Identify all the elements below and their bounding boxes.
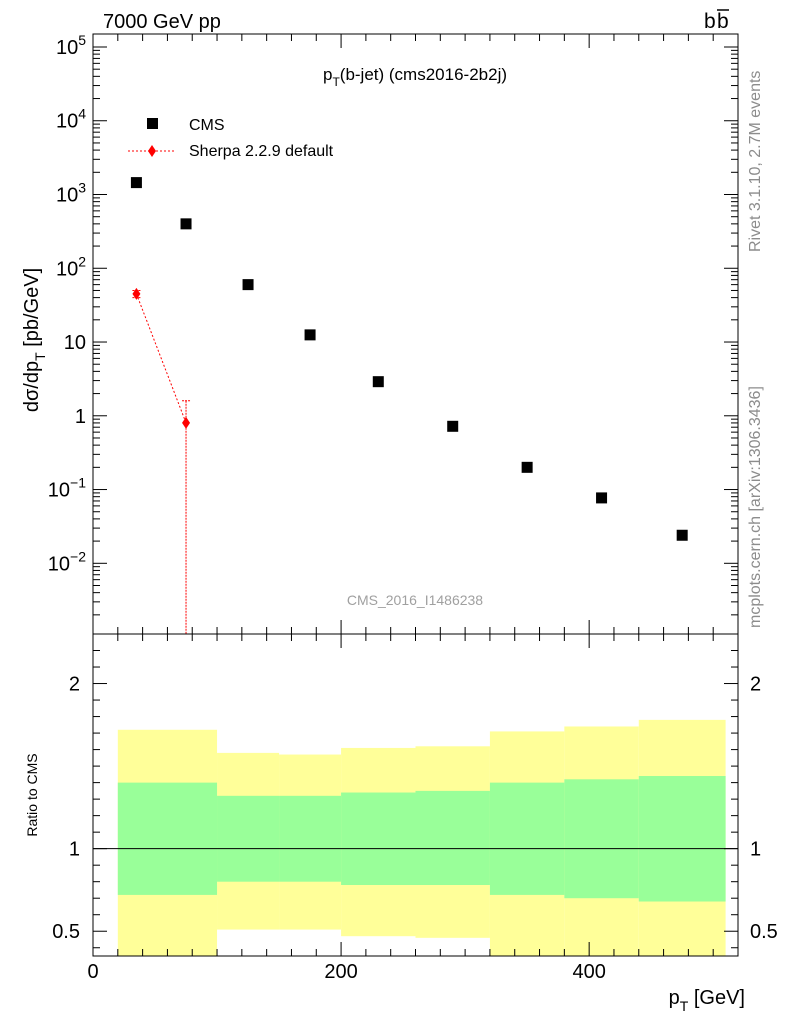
mcplots-reference-label: mcplots.cern.ch [arXiv:1306.3436] [747, 386, 764, 628]
y-tick-label: 1 [75, 406, 86, 428]
ratio-y-tick-label-right: 0.5 [750, 921, 778, 943]
y-axis-label: dσ/dpT [pb/GeV] [21, 268, 48, 412]
ratio-inner-band [638, 776, 726, 902]
legend-cms-marker [147, 118, 158, 129]
process-label: b b [704, 9, 729, 33]
x-tick-label: 200 [324, 961, 357, 983]
main-plot-panel: pT(b-jet) (cms2016-2b2j) dσ/dpT [pb/GeV]… [21, 32, 739, 635]
ratio-y-tick-label: 1 [69, 839, 80, 861]
y-tick-label: 10 [64, 332, 86, 354]
legend-sherpa-marker [148, 145, 156, 157]
cms-point [372, 376, 384, 388]
cms-point [304, 329, 316, 341]
cms-point [242, 279, 254, 291]
ratio-inner-band [117, 782, 218, 895]
cms-point [180, 218, 192, 230]
ratio-y-tick-label: 2 [69, 674, 80, 696]
y-tick-label: 103 [56, 180, 86, 207]
ratio-inner-band [217, 795, 280, 882]
cms-point [596, 492, 608, 504]
cms-point [521, 461, 533, 473]
ratio-y-tick-label-right: 1 [750, 839, 761, 861]
plot-title: pT(b-jet) (cms2016-2b2j) [323, 65, 507, 89]
ratio-inner-band [279, 795, 342, 882]
legend-sherpa-label: Sherpa 2.2.9 default [189, 143, 334, 160]
sherpa-point [132, 287, 141, 300]
y-tick-label: 105 [56, 32, 86, 59]
ratio-y-tick-label-right: 2 [750, 674, 761, 696]
ratio-y-axis-label: Ratio to CMS [24, 753, 40, 836]
x-tick-label: 0 [87, 961, 98, 983]
y-tick-label: 10−2 [48, 548, 86, 575]
sherpa-line [135, 293, 187, 424]
ratio-plot-panel: 0 200 400 0.5 0.5 1 1 2 2 Ratio to CMS pT [GeV] [24, 633, 778, 1014]
rivet-version-label: Rivet 3.1.10, 2.7M events [747, 71, 764, 252]
legend: CMS Sherpa 2.2.9 default [128, 117, 334, 160]
ratio-inner-band [415, 790, 490, 885]
x-tick-label: 400 [572, 961, 605, 983]
x-axis-label: pT [GeV] [669, 987, 745, 1014]
y-tick-label: 102 [56, 253, 86, 280]
cms-point [676, 529, 688, 541]
analysis-tag: CMS_2016_I1486238 [347, 592, 483, 608]
ratio-inner-band [489, 782, 565, 895]
cms-point [130, 177, 142, 189]
svg-text:b: b [704, 10, 716, 33]
ratio-inner-band [564, 779, 639, 899]
y-tick-label: 10−1 [48, 475, 86, 502]
ratio-y-tick-label: 0.5 [52, 921, 80, 943]
y-tick-label: 104 [56, 106, 86, 133]
svg-text:b: b [717, 10, 729, 33]
legend-cms-label: CMS [189, 117, 225, 134]
ratio-inner-band [341, 792, 416, 885]
cms-point [447, 420, 459, 432]
sherpa-point [182, 416, 191, 429]
collision-label: 7000 GeV pp [103, 11, 221, 33]
